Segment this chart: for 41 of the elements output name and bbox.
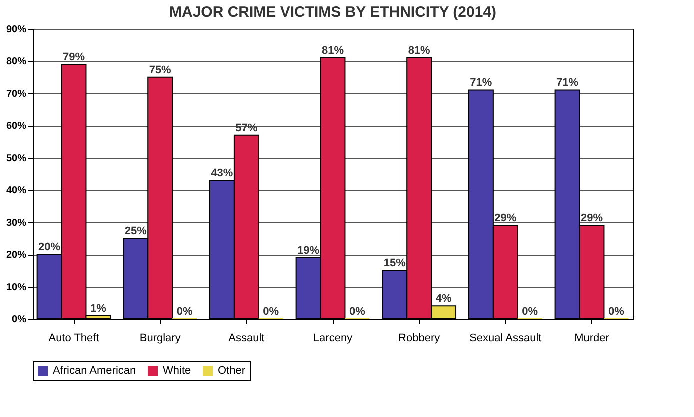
- y-tick-label: 0%: [12, 314, 27, 326]
- data-label: 19%: [298, 244, 320, 257]
- x-tick-label: Murder: [574, 332, 610, 344]
- y-tick-label: 10%: [6, 282, 27, 294]
- data-label: 81%: [322, 45, 344, 57]
- x-tick-label: Robbery: [398, 332, 441, 344]
- x-tick-label: Burglary: [140, 332, 182, 344]
- x-tick-label: Larceny: [313, 332, 354, 344]
- data-label: 43%: [211, 167, 234, 180]
- data-label: 15%: [384, 258, 406, 270]
- data-label: 0%: [522, 306, 538, 318]
- legend-label: White: [163, 365, 192, 377]
- y-tick-label: 80%: [6, 56, 27, 68]
- y-tick-label: 90%: [6, 24, 27, 36]
- y-tick-label: 60%: [6, 121, 27, 132]
- data-label: 25%: [124, 225, 148, 238]
- data-label: 79%: [62, 51, 86, 64]
- data-label: 29%: [494, 212, 517, 225]
- data-label: 75%: [149, 64, 172, 76]
- data-label: 20%: [38, 242, 61, 254]
- data-label: 81%: [408, 45, 431, 57]
- x-tick-label: Sexual Assault: [470, 332, 542, 344]
- y-tick-label: 40%: [6, 186, 27, 197]
- data-label: 0%: [176, 306, 193, 318]
- y-tick-label: 30%: [6, 218, 27, 229]
- chart-title: MAJOR CRIME VICTIMS BY ETHNICITY (2014): [170, 4, 496, 21]
- x-tick-label: Auto Theft: [48, 332, 100, 344]
- data-label: 0%: [608, 306, 625, 318]
- data-label: 71%: [470, 77, 492, 90]
- legend-label: African American: [53, 365, 136, 377]
- data-label: 4%: [436, 293, 452, 306]
- data-label: 1%: [90, 302, 107, 315]
- data-label: 71%: [556, 77, 579, 90]
- data-label: 29%: [580, 212, 604, 225]
- y-tick-label: 70%: [6, 88, 27, 100]
- y-tick-label: 20%: [6, 250, 27, 262]
- legend-label: Other: [218, 365, 246, 377]
- y-tick-label: 50%: [6, 153, 27, 164]
- data-label: 0%: [350, 306, 366, 318]
- data-label: 0%: [263, 306, 280, 318]
- x-tick-label: Assault: [228, 332, 265, 344]
